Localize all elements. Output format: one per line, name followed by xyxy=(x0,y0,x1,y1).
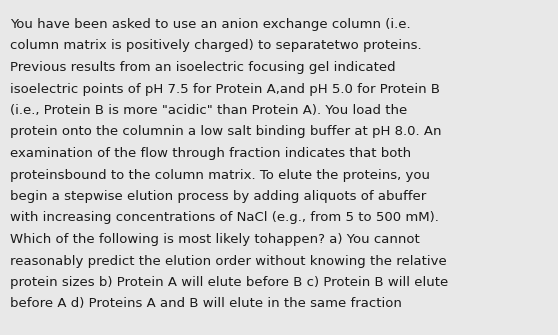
Text: column matrix is positively charged) to separatetwo proteins.: column matrix is positively charged) to … xyxy=(10,40,422,53)
Text: You have been asked to use an anion exchange column (i.e.: You have been asked to use an anion exch… xyxy=(10,18,411,31)
Text: before A d) Proteins A and B will elute in the same fraction: before A d) Proteins A and B will elute … xyxy=(10,297,402,311)
Text: Which of the following is most likely tohappen? a) You cannot: Which of the following is most likely to… xyxy=(10,233,420,246)
Text: examination of the flow through fraction indicates that both: examination of the flow through fraction… xyxy=(10,147,411,160)
Text: protein sizes b) Protein A will elute before B c) Protein B will elute: protein sizes b) Protein A will elute be… xyxy=(10,276,448,289)
Text: proteinsbound to the column matrix. To elute the proteins, you: proteinsbound to the column matrix. To e… xyxy=(10,169,430,182)
Text: Previous results from an isoelectric focusing gel indicated: Previous results from an isoelectric foc… xyxy=(10,61,396,74)
Text: protein onto the columnin a low salt binding buffer at pH 8.0. An: protein onto the columnin a low salt bin… xyxy=(10,126,441,138)
Text: (i.e., Protein B is more "acidic" than Protein A). You load the: (i.e., Protein B is more "acidic" than P… xyxy=(10,104,407,117)
Text: reasonably predict the elution order without knowing the relative: reasonably predict the elution order wit… xyxy=(10,255,447,268)
Text: with increasing concentrations of NaCl (e.g., from 5 to 500 mM).: with increasing concentrations of NaCl (… xyxy=(10,211,439,224)
Text: isoelectric points of pH 7.5 for Protein A,and pH 5.0 for Protein B: isoelectric points of pH 7.5 for Protein… xyxy=(10,82,440,95)
Text: begin a stepwise elution process by adding aliquots of abuffer: begin a stepwise elution process by addi… xyxy=(10,190,426,203)
